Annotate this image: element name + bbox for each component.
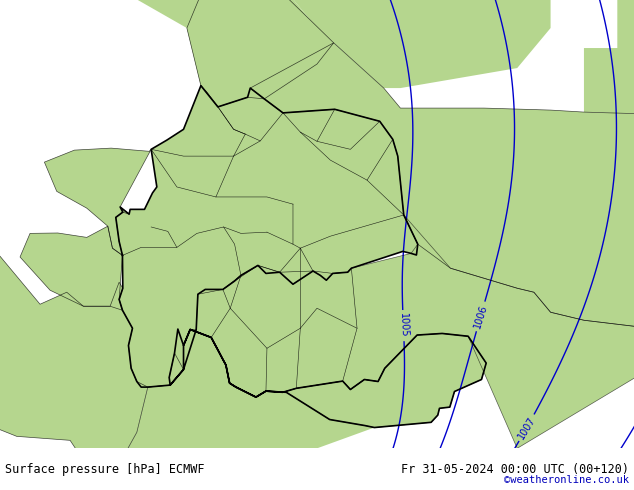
Text: ©weatheronline.co.uk: ©weatheronline.co.uk <box>504 475 629 485</box>
Text: 1006: 1006 <box>472 303 489 330</box>
Text: 1008: 1008 <box>575 485 598 490</box>
Text: Surface pressure [hPa] ECMWF: Surface pressure [hPa] ECMWF <box>5 463 205 476</box>
Text: 1005: 1005 <box>398 313 409 338</box>
Text: 1007: 1007 <box>516 415 538 441</box>
Text: Fr 31-05-2024 00:00 UTC (00+120): Fr 31-05-2024 00:00 UTC (00+120) <box>401 463 629 476</box>
